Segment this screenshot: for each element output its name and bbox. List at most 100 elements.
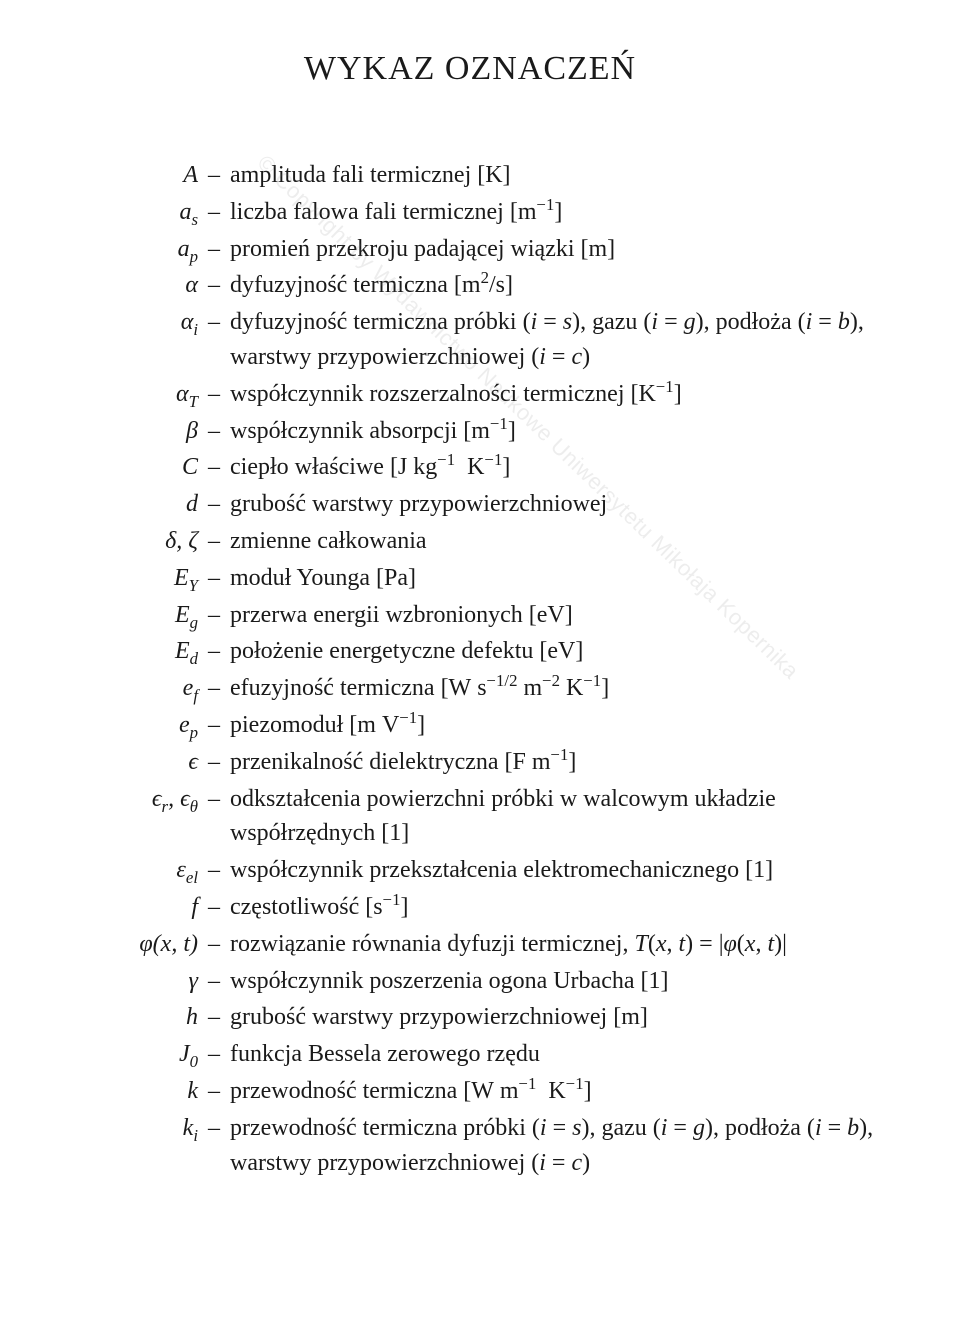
description: piezomoduł [m V−1] — [230, 708, 890, 743]
notation-entry: αT–współczynnik rozszerzalności termiczn… — [50, 377, 890, 412]
symbol: εel — [50, 853, 198, 888]
symbol: J0 — [50, 1037, 198, 1072]
notation-entry: ϵr, ϵθ–odkształcenia powierzchni próbki … — [50, 782, 890, 852]
notation-entry: δ, ζ–zmienne całkowania — [50, 524, 890, 559]
separator-dash: – — [198, 450, 230, 485]
symbol: ef — [50, 671, 198, 706]
symbol: f — [50, 890, 198, 925]
separator-dash: – — [198, 377, 230, 412]
separator-dash: – — [198, 1000, 230, 1035]
notation-entry: Ed–położenie energetyczne defektu [eV] — [50, 634, 890, 669]
separator-dash: – — [198, 195, 230, 230]
symbol: A — [50, 158, 198, 193]
symbol: γ — [50, 964, 198, 999]
separator-dash: – — [198, 268, 230, 303]
symbol: EY — [50, 561, 198, 596]
page-title: WYKAZ OZNACZEŃ — [50, 50, 890, 88]
notation-entry: EY–moduł Younga [Pa] — [50, 561, 890, 596]
separator-dash: – — [198, 671, 230, 706]
notation-entry: αi–dyfuzyjność termiczna próbki (i = s),… — [50, 305, 890, 375]
notation-list: A–amplituda fali termicznej [K]as–liczba… — [50, 158, 890, 1180]
separator-dash: – — [198, 853, 230, 888]
description: grubość warstwy przypowierzchniowej [m] — [230, 1000, 890, 1035]
separator-dash: – — [198, 1037, 230, 1072]
description: promień przekroju padającej wiązki [m] — [230, 232, 890, 267]
notation-entry: ki–przewodność termiczna próbki (i = s),… — [50, 1111, 890, 1181]
description: dyfuzyjność termiczna próbki (i = s), ga… — [230, 305, 890, 375]
separator-dash: – — [198, 927, 230, 962]
notation-entry: f–częstotliwość [s−1] — [50, 890, 890, 925]
separator-dash: – — [198, 634, 230, 669]
separator-dash: – — [198, 158, 230, 193]
description: grubość warstwy przypowierzchniowej — [230, 487, 890, 522]
notation-entry: A–amplituda fali termicznej [K] — [50, 158, 890, 193]
description: przerwa energii wzbronionych [eV] — [230, 598, 890, 633]
symbol: β — [50, 414, 198, 449]
symbol: ep — [50, 708, 198, 743]
separator-dash: – — [198, 1074, 230, 1109]
separator-dash: – — [198, 890, 230, 925]
symbol: Eg — [50, 598, 198, 633]
description: funkcja Bessela zerowego rzędu — [230, 1037, 890, 1072]
description: ciepło właściwe [J kg−1 K−1] — [230, 450, 890, 485]
notation-entry: Eg–przerwa energii wzbronionych [eV] — [50, 598, 890, 633]
notation-entry: d–grubość warstwy przypowierzchniowej — [50, 487, 890, 522]
description: amplituda fali termicznej [K] — [230, 158, 890, 193]
symbol: k — [50, 1074, 198, 1109]
description: przewodność termiczna próbki (i = s), ga… — [230, 1111, 890, 1181]
description: moduł Younga [Pa] — [230, 561, 890, 596]
notation-entry: J0–funkcja Bessela zerowego rzędu — [50, 1037, 890, 1072]
separator-dash: – — [198, 745, 230, 780]
description: częstotliwość [s−1] — [230, 890, 890, 925]
description: współczynnik poszerzenia ogona Urbacha [… — [230, 964, 890, 999]
symbol: h — [50, 1000, 198, 1035]
description: odkształcenia powierzchni próbki w walco… — [230, 782, 890, 852]
symbol: ap — [50, 232, 198, 267]
separator-dash: – — [198, 232, 230, 267]
notation-entry: ef–efuzyjność termiczna [W s−1/2 m−2 K−1… — [50, 671, 890, 706]
separator-dash: – — [198, 524, 230, 559]
description: położenie energetyczne defektu [eV] — [230, 634, 890, 669]
notation-entry: β–współczynnik absorpcji [m−1] — [50, 414, 890, 449]
notation-entry: α–dyfuzyjność termiczna [m2/s] — [50, 268, 890, 303]
description: rozwiązanie równania dyfuzji termicznej,… — [230, 927, 890, 962]
description: dyfuzyjność termiczna [m2/s] — [230, 268, 890, 303]
page: © Copyright by Wydawnictwo Naukowe Uniwe… — [0, 0, 960, 1333]
notation-entry: k–przewodność termiczna [W m−1 K−1] — [50, 1074, 890, 1109]
symbol: C — [50, 450, 198, 485]
separator-dash: – — [198, 414, 230, 449]
description: przenikalność dielektryczna [F m−1] — [230, 745, 890, 780]
description: efuzyjność termiczna [W s−1/2 m−2 K−1] — [230, 671, 890, 706]
symbol: αT — [50, 377, 198, 412]
notation-entry: h–grubość warstwy przypowierzchniowej [m… — [50, 1000, 890, 1035]
notation-entry: γ–współczynnik poszerzenia ogona Urbacha… — [50, 964, 890, 999]
symbol: φ(x, t) — [50, 927, 198, 962]
description: zmienne całkowania — [230, 524, 890, 559]
symbol: ϵ — [50, 745, 198, 780]
description: współczynnik absorpcji [m−1] — [230, 414, 890, 449]
symbol: Ed — [50, 634, 198, 669]
notation-entry: φ(x, t)–rozwiązanie równania dyfuzji ter… — [50, 927, 890, 962]
separator-dash: – — [198, 598, 230, 633]
symbol: as — [50, 195, 198, 230]
separator-dash: – — [198, 964, 230, 999]
notation-entry: ap–promień przekroju padającej wiązki [m… — [50, 232, 890, 267]
notation-entry: εel–współczynnik przekształcenia elektro… — [50, 853, 890, 888]
notation-entry: as–liczba falowa fali termicznej [m−1] — [50, 195, 890, 230]
separator-dash: – — [198, 487, 230, 522]
notation-entry: ep–piezomoduł [m V−1] — [50, 708, 890, 743]
description: liczba falowa fali termicznej [m−1] — [230, 195, 890, 230]
separator-dash: – — [198, 1111, 230, 1146]
symbol: ϵr, ϵθ — [50, 782, 198, 817]
separator-dash: – — [198, 305, 230, 340]
description: współczynnik przekształcenia elektromech… — [230, 853, 890, 888]
symbol: d — [50, 487, 198, 522]
separator-dash: – — [198, 708, 230, 743]
separator-dash: – — [198, 561, 230, 596]
notation-entry: ϵ–przenikalność dielektryczna [F m−1] — [50, 745, 890, 780]
symbol: α — [50, 268, 198, 303]
description: przewodność termiczna [W m−1 K−1] — [230, 1074, 890, 1109]
separator-dash: – — [198, 782, 230, 817]
symbol: αi — [50, 305, 198, 340]
symbol: ki — [50, 1111, 198, 1146]
